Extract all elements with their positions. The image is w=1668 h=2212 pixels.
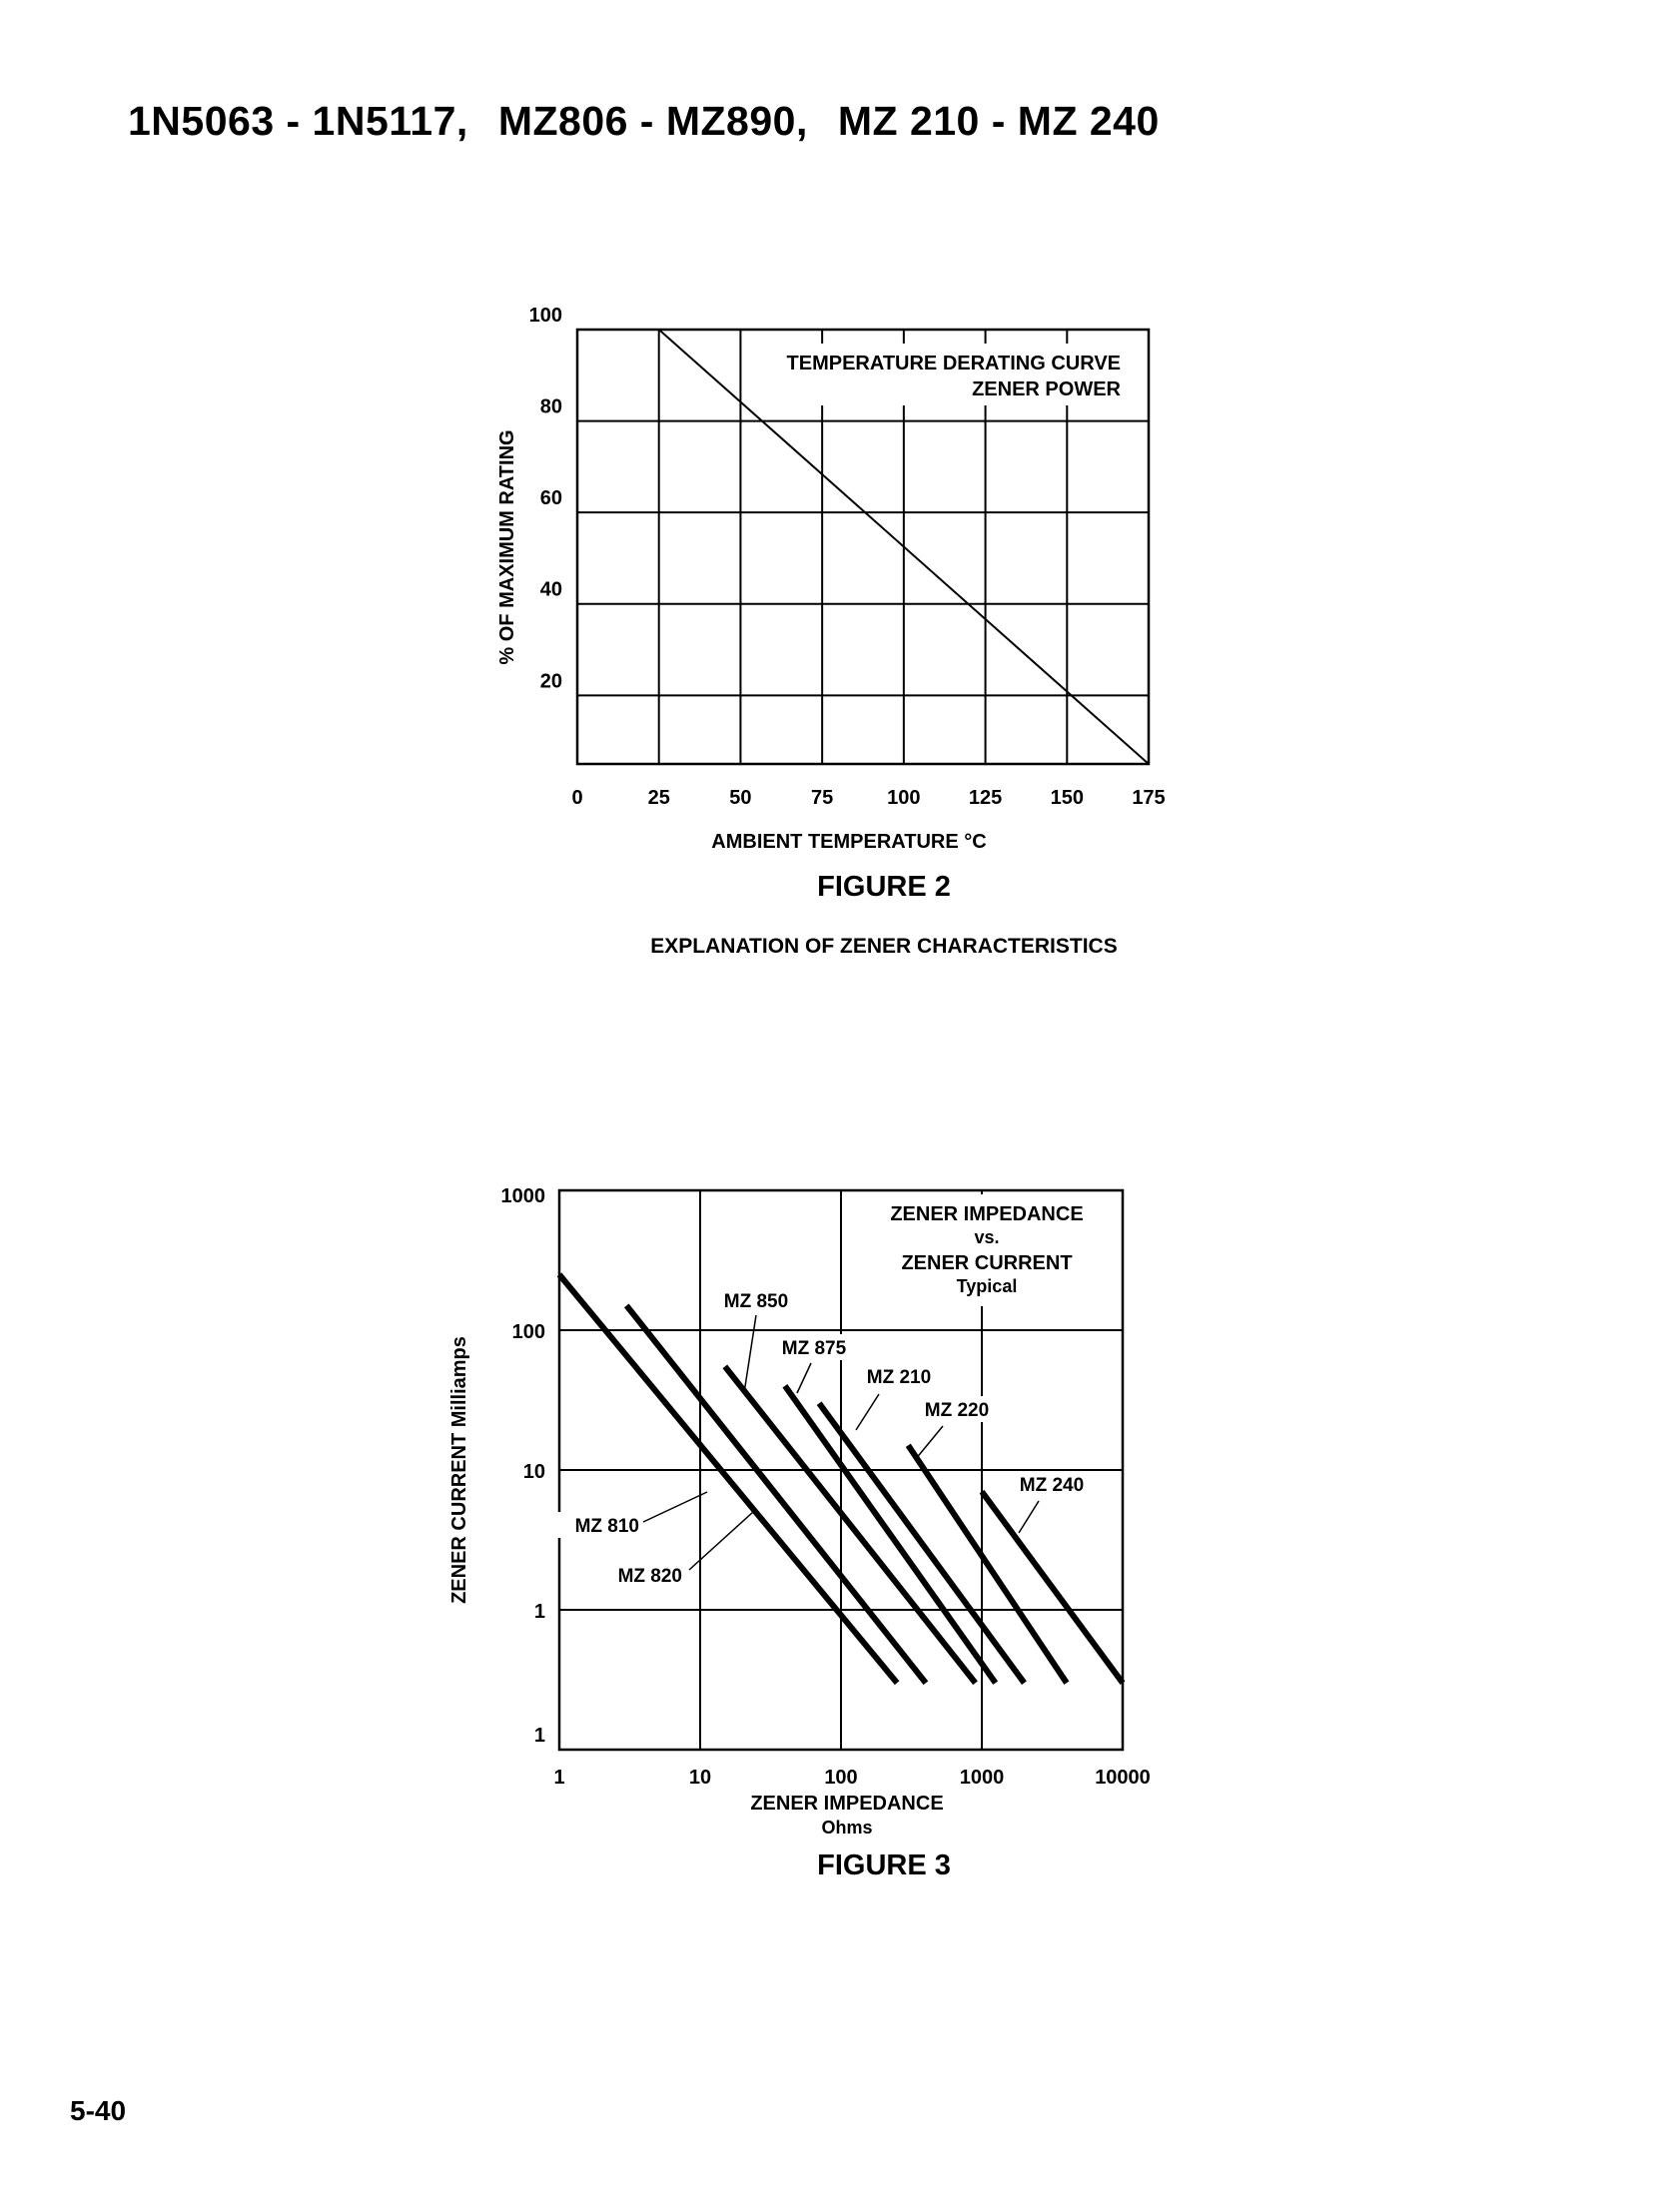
series-leader-line [743, 1314, 757, 1394]
series-label-background [854, 1363, 944, 1389]
x-tick-label: 1 [553, 1767, 564, 1789]
y-tick-label: 1 [534, 1725, 545, 1747]
series-leader-line [796, 1362, 812, 1394]
series-label-background [711, 1287, 801, 1313]
y-axis-label: % OF MAXIMUM RATING [496, 429, 518, 664]
series-leader-line [688, 1511, 754, 1571]
y-tick-label: 100 [529, 305, 562, 327]
series-label: MZ 875 [782, 1338, 847, 1359]
series-label: MZ 220 [925, 1400, 989, 1421]
y-tick-label: 60 [540, 487, 562, 509]
x-tick-label: 50 [729, 787, 751, 809]
figure-2-subcaption: EXPLANATION OF ZENER CHARACTERISTICS [650, 935, 1118, 958]
series-label-background [1007, 1471, 1097, 1497]
title-background [779, 344, 1129, 405]
chart-title-line: Typical [957, 1276, 1018, 1296]
x-axis-label: AMBIENT TEMPERATURE °C [711, 831, 986, 853]
series-leader-line [642, 1491, 708, 1523]
figure-2-caption: FIGURE 2 [817, 871, 951, 903]
x-tick-label: 100 [887, 787, 920, 809]
chart-title: TEMPERATURE DERATING CURVE [787, 353, 1121, 374]
chart-title-line: ZENER IMPEDANCE [890, 1203, 1083, 1225]
y-axis-label: ZENER CURRENT Milliamps [448, 1336, 470, 1604]
series-leader-line [1018, 1500, 1040, 1534]
chart-title-line: ZENER CURRENT [901, 1252, 1072, 1274]
chart-subtitle: ZENER POWER [972, 378, 1121, 400]
y-tick-label: 100 [512, 1321, 545, 1343]
x-tick-label: 1000 [960, 1767, 1005, 1789]
x-axis-label: ZENER IMPEDANCE [750, 1793, 943, 1815]
title-background [844, 1194, 1114, 1306]
x-tick-label: 100 [824, 1767, 857, 1789]
page-header: 1N5063 - 1N5117, MZ806 - MZ890, MZ 210 - M… [128, 98, 1160, 145]
y-tick-label: 40 [540, 579, 562, 601]
x-tick-label: 10000 [1095, 1767, 1151, 1789]
impedance-line [722, 1364, 978, 1686]
page-number: 5-40 [70, 2095, 127, 2126]
series-label-background [912, 1396, 1002, 1422]
series-leader-line [855, 1393, 880, 1431]
y-tick-label: 1 [534, 1601, 545, 1623]
series-label: MZ 850 [724, 1291, 788, 1312]
x-tick-label: 0 [571, 787, 582, 809]
y-tick-label: 80 [540, 396, 562, 418]
series-label: MZ 240 [1020, 1475, 1084, 1496]
x-tick-label: 75 [811, 787, 833, 809]
figure-2-chart: 0 25 50 75 100 125 150 175 20 40 60 80 100 TEMPERATUR… [496, 305, 1166, 853]
impedance-line [782, 1383, 999, 1685]
impedance-line [905, 1443, 1070, 1685]
impedance-line [979, 1489, 1126, 1685]
series-label-background [769, 1334, 859, 1360]
header-part-1: 1N5063 - 1N5117, [128, 98, 468, 144]
impedance-line [556, 1272, 900, 1686]
y-tick-label: 20 [540, 670, 562, 692]
y-tick-label: 10 [523, 1461, 545, 1483]
y-tick-label: 1000 [501, 1185, 546, 1207]
x-tick-label: 150 [1051, 787, 1084, 809]
x-tick-label: 25 [648, 787, 670, 809]
x-axis-unit-label: Ohms [821, 1818, 872, 1838]
series-label-background [592, 1562, 682, 1588]
plot-frame [575, 328, 1151, 766]
series-label-background [549, 1512, 639, 1538]
x-tick-label: 175 [1132, 787, 1165, 809]
impedance-line [816, 1401, 1027, 1685]
series-label: MZ 810 [575, 1516, 639, 1537]
series-leader-line [914, 1425, 944, 1461]
figure-3-caption: FIGURE 3 [817, 1849, 951, 1881]
series-label: MZ 820 [618, 1566, 682, 1587]
x-tick-label: 10 [689, 1767, 711, 1789]
derating-line [658, 329, 1150, 765]
series-label: MZ 210 [867, 1367, 931, 1388]
x-tick-label: 125 [969, 787, 1002, 809]
impedance-line [623, 1303, 929, 1686]
header-part-3: MZ 210 - MZ 240 [837, 98, 1160, 144]
chart-title-line: vs. [974, 1227, 999, 1247]
header-part-2: MZ806 - MZ890, [497, 98, 808, 144]
